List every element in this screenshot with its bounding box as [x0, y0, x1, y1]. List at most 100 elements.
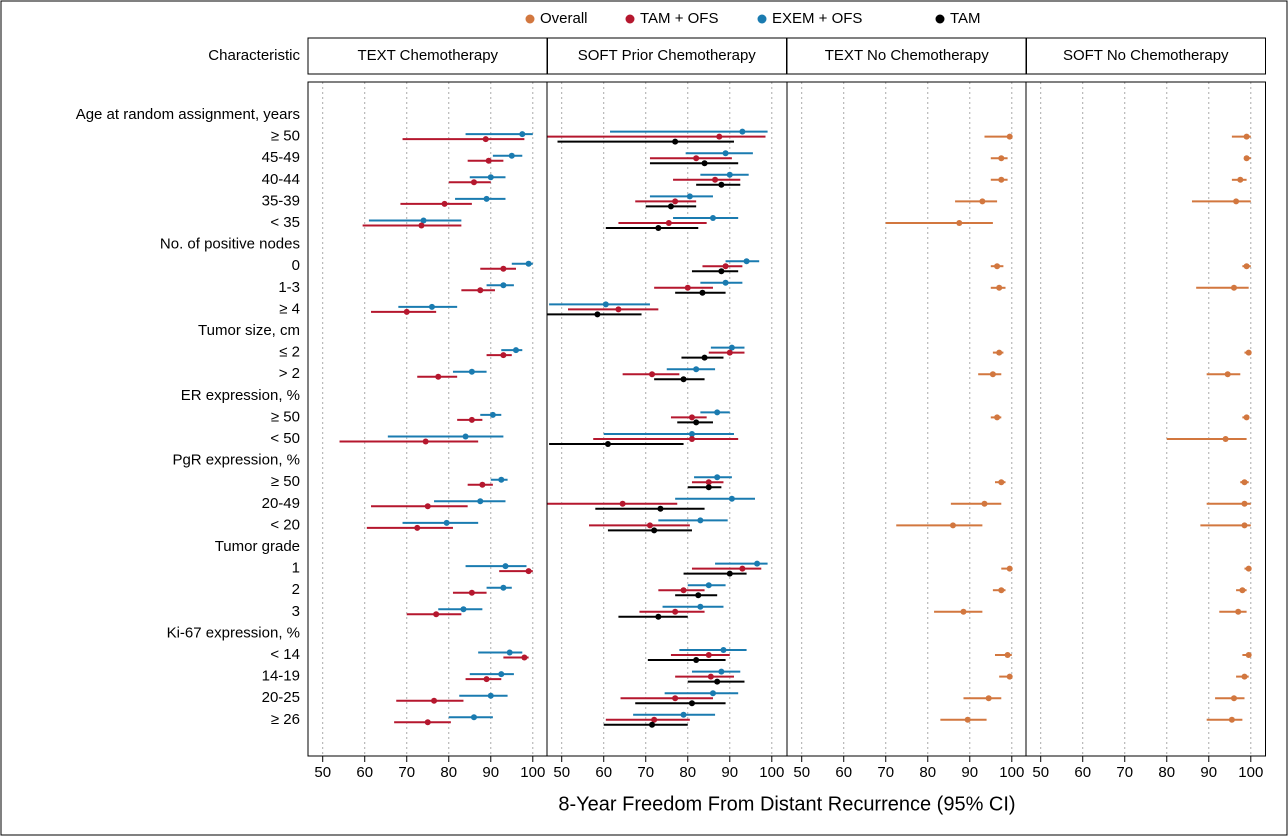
point-estimate	[498, 671, 505, 678]
panel-title: TEXT Chemotherapy	[357, 47, 498, 64]
point-estimate	[468, 589, 475, 596]
row-label: Age at random assignment, years	[76, 106, 300, 123]
point-estimate	[720, 647, 727, 653]
point-estimate	[1237, 176, 1244, 183]
row-label: < 50	[270, 430, 300, 447]
point-estimate	[1243, 263, 1250, 270]
x-tick-label: 80	[919, 764, 936, 781]
row-label: < 20	[270, 516, 300, 533]
point-estimate	[743, 258, 750, 265]
x-tick-label: 80	[679, 764, 696, 781]
point-estimate	[1230, 284, 1237, 291]
point-estimate	[1241, 522, 1248, 529]
row-label: Tumor size, cm	[198, 322, 300, 339]
point-estimate	[718, 268, 725, 275]
point-estimate	[707, 673, 714, 680]
point-estimate	[1243, 155, 1250, 162]
point-estimate	[479, 481, 486, 488]
point-estimate	[468, 416, 475, 423]
row-label: Tumor grade	[215, 538, 300, 555]
point-estimate	[667, 203, 674, 210]
point-estimate	[714, 409, 721, 416]
point-estimate	[470, 179, 477, 186]
point-estimate	[1241, 500, 1248, 507]
point-estimate	[728, 344, 735, 351]
legend-marker	[935, 14, 945, 24]
point-estimate	[1243, 414, 1250, 421]
point-estimate	[521, 654, 528, 661]
point-estimate	[739, 565, 746, 572]
point-estimate	[960, 608, 967, 615]
point-estimate	[726, 171, 733, 178]
row-label: ≤ 2	[279, 344, 300, 361]
row-label: ≥ 50	[271, 408, 300, 425]
point-estimate	[525, 568, 532, 575]
row-label: 20-25	[262, 689, 300, 706]
point-estimate	[686, 193, 693, 200]
point-estimate	[483, 195, 490, 202]
row-label: Ki-67 expression, %	[167, 624, 300, 641]
row-label: ≥ 50	[271, 473, 300, 490]
point-estimate	[705, 484, 712, 491]
point-estimate	[709, 215, 716, 221]
point-estimate	[705, 479, 712, 486]
point-estimate	[482, 136, 489, 143]
row-label: 1	[292, 560, 300, 577]
point-estimate	[996, 349, 1003, 356]
point-estimate	[693, 657, 700, 663]
row-label: 3	[292, 603, 300, 620]
point-estimate	[657, 505, 664, 512]
point-estimate	[506, 649, 513, 656]
point-estimate	[680, 376, 687, 383]
point-estimate	[470, 714, 477, 721]
legend-marker	[525, 14, 535, 24]
legend-label: TAM	[950, 10, 981, 27]
row-label: 35-39	[262, 192, 300, 209]
row-label: PgR expression, %	[172, 452, 300, 469]
point-estimate	[651, 527, 658, 534]
x-tick-label: 90	[1200, 764, 1217, 781]
point-estimate	[500, 265, 507, 272]
point-estimate	[525, 260, 532, 267]
point-estimate	[649, 371, 656, 378]
row-label: < 35	[270, 214, 300, 231]
panel-title: SOFT No Chemotherapy	[1063, 47, 1229, 64]
x-tick-label: 70	[1116, 764, 1133, 781]
legend-label: Overall	[540, 10, 588, 27]
point-estimate	[483, 676, 490, 683]
x-tick-label: 100	[999, 764, 1024, 781]
point-estimate	[649, 721, 656, 728]
row-label: 45-49	[262, 149, 300, 166]
point-estimate	[519, 131, 526, 138]
row-label: 14-19	[262, 668, 300, 685]
point-estimate	[594, 311, 601, 318]
point-estimate	[1245, 565, 1252, 572]
x-tick-label: 90	[721, 764, 738, 781]
point-estimate	[716, 133, 723, 140]
point-estimate	[693, 155, 700, 162]
point-estimate	[726, 349, 733, 356]
point-estimate	[996, 284, 1003, 291]
point-estimate	[956, 220, 963, 226]
legend-marker	[757, 14, 767, 24]
point-estimate	[477, 498, 484, 505]
row-label: 2	[292, 581, 300, 598]
point-estimate	[998, 479, 1005, 486]
x-tick-label: 70	[877, 764, 894, 781]
row-label: 1-3	[278, 279, 300, 296]
point-estimate	[1239, 587, 1246, 594]
point-estimate	[1241, 479, 1248, 486]
x-tick-label: 90	[482, 764, 499, 781]
point-estimate	[697, 517, 704, 524]
point-estimate	[1228, 716, 1235, 723]
point-estimate	[477, 287, 484, 294]
x-tick-label: 60	[1074, 764, 1091, 781]
point-estimate	[1006, 673, 1013, 680]
point-estimate	[998, 587, 1005, 594]
x-tick-label: 80	[1158, 764, 1175, 781]
point-estimate	[693, 419, 700, 426]
point-estimate	[699, 289, 706, 296]
point-estimate	[418, 222, 425, 229]
point-estimate	[1006, 565, 1013, 572]
